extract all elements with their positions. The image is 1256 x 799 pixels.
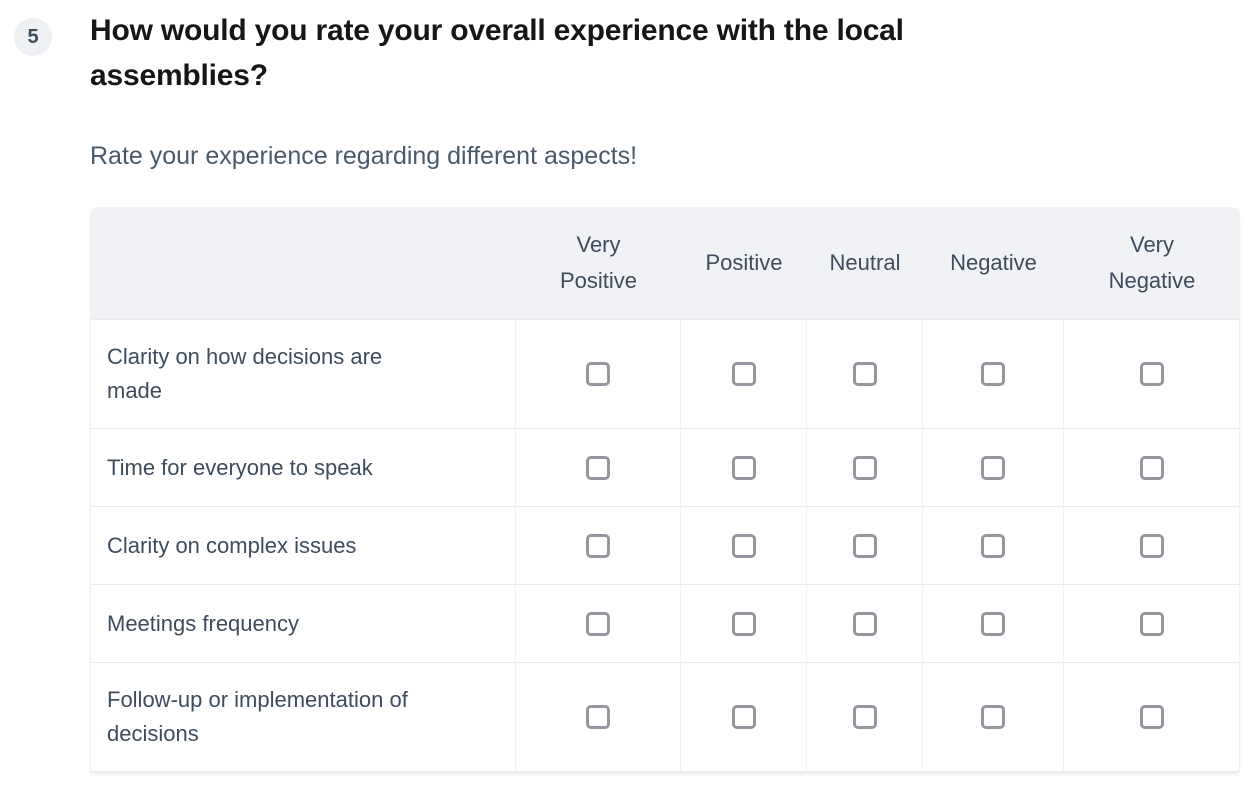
checkbox[interactable] — [981, 533, 1005, 558]
checkbox[interactable] — [981, 611, 1005, 636]
matrix-cell — [681, 507, 807, 585]
matrix-cell — [516, 663, 681, 772]
matrix-cell — [807, 663, 923, 772]
question-number-badge: 5 — [14, 18, 52, 56]
matrix-cell — [516, 507, 681, 585]
column-header-label: Positive — [705, 250, 783, 275]
table-row: Clarity on complex issues — [90, 507, 1240, 585]
column-header: Very Negative — [1064, 207, 1240, 319]
question-description: Rate your experience regarding different… — [90, 142, 638, 170]
column-header-label: Neutral — [829, 250, 901, 275]
row-label: Clarity on how decisions are made — [107, 344, 383, 403]
matrix-cell — [516, 319, 681, 429]
matrix-cell — [807, 507, 923, 585]
matrix-cell — [807, 429, 923, 507]
checkbox[interactable] — [1139, 705, 1164, 729]
checkbox[interactable] — [981, 362, 1005, 386]
row-label-cell: Meetings frequency — [90, 585, 516, 663]
matrix-cell — [681, 429, 807, 507]
matrix-cell — [681, 663, 807, 772]
checkbox[interactable] — [1139, 611, 1164, 636]
row-label-cell: Clarity on how decisions are made — [90, 319, 516, 429]
matrix-cell — [681, 319, 807, 429]
matrix-cell — [1064, 585, 1240, 663]
table-row: Time for everyone to speak — [90, 429, 1240, 507]
matrix-cell — [923, 507, 1064, 585]
checkbox[interactable] — [1139, 455, 1164, 480]
checkbox[interactable] — [852, 533, 877, 558]
matrix-corner-cell — [90, 207, 516, 319]
checkbox[interactable] — [981, 705, 1005, 729]
matrix-cell — [807, 585, 923, 663]
column-header: Very Positive — [516, 207, 681, 319]
checkbox[interactable] — [1139, 362, 1164, 386]
row-label: Follow-up or implementation of decisions — [107, 687, 408, 746]
checkbox[interactable] — [586, 533, 610, 558]
column-header: Neutral — [807, 207, 923, 319]
matrix-cell — [923, 663, 1064, 772]
table-row: Clarity on how decisions are made — [90, 319, 1240, 429]
matrix-cell — [516, 429, 681, 507]
question-number: 5 — [27, 25, 39, 48]
question-title: How would you rate your overall experien… — [90, 14, 904, 92]
column-header: Negative — [923, 207, 1064, 319]
matrix-cell — [516, 585, 681, 663]
checkbox[interactable] — [586, 705, 610, 729]
matrix-cell — [923, 319, 1064, 429]
row-label: Clarity on complex issues — [107, 532, 357, 558]
row-label-cell: Clarity on complex issues — [90, 507, 516, 585]
checkbox[interactable] — [852, 455, 877, 480]
column-header-label: Negative — [950, 250, 1037, 275]
checkbox[interactable] — [731, 533, 756, 558]
checkbox[interactable] — [852, 611, 877, 636]
matrix-cell — [1064, 663, 1240, 772]
row-label-cell: Time for everyone to speak — [90, 429, 516, 507]
column-header-label: Very Positive — [559, 232, 638, 293]
row-label: Meetings frequency — [107, 610, 299, 636]
row-label-cell: Follow-up or implementation of decisions — [90, 663, 516, 772]
matrix-cell — [1064, 319, 1240, 429]
rating-matrix: Very Positive Positive Neutral Negative Very… — [90, 207, 1240, 772]
matrix-cell — [1064, 429, 1240, 507]
checkbox[interactable] — [731, 362, 756, 386]
matrix-body: Clarity on how decisions are made Time fo… — [90, 319, 1240, 772]
checkbox[interactable] — [852, 362, 877, 386]
matrix-header-row: Very Positive Positive Neutral Negative Very… — [90, 207, 1240, 319]
column-header: Positive — [681, 207, 807, 319]
column-header-label: Very Negative — [1108, 232, 1196, 293]
checkbox[interactable] — [731, 455, 756, 480]
question-panel: 5 How would you rate your overall experi… — [0, 8, 1256, 772]
checkbox[interactable] — [586, 455, 610, 480]
table-row: Follow-up or implementation of decisions — [90, 663, 1240, 772]
matrix-cell — [923, 429, 1064, 507]
matrix-cell — [923, 585, 1064, 663]
checkbox[interactable] — [1139, 533, 1164, 558]
checkbox[interactable] — [586, 362, 610, 386]
checkbox[interactable] — [731, 611, 756, 636]
table-row: Meetings frequency — [90, 585, 1240, 663]
checkbox[interactable] — [731, 705, 756, 729]
matrix-cell — [681, 585, 807, 663]
checkbox[interactable] — [586, 611, 610, 636]
checkbox[interactable] — [981, 455, 1005, 480]
checkbox[interactable] — [852, 705, 877, 729]
matrix-cell — [807, 319, 923, 429]
matrix-cell — [1064, 507, 1240, 585]
row-label: Time for everyone to speak — [107, 454, 373, 480]
